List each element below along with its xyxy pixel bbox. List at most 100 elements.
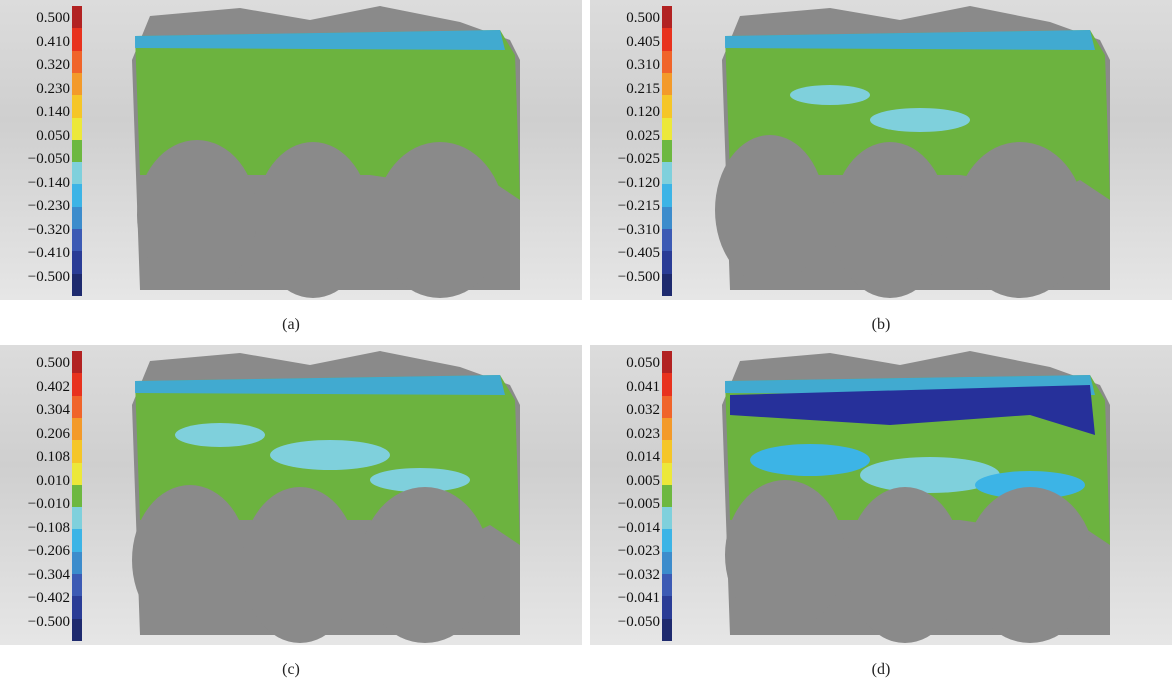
scale-segment: [72, 417, 82, 441]
scale-segment: [662, 440, 672, 464]
scale-segment: [662, 273, 672, 297]
panel-c: 0.500 0.402 0.304 0.206 0.108 0.010 −0.010 −0.1…: [0, 345, 582, 678]
scale-tick-label: 0.108: [36, 449, 70, 465]
scale-segment: [72, 251, 82, 275]
color-scale: 0.050 0.041 0.032 0.023 0.014 0.005 −0.005 −0.0…: [590, 351, 672, 643]
scale-segment: [662, 484, 672, 508]
deviation-map-c: [132, 351, 520, 643]
scale-tick-label: −0.500: [27, 268, 70, 285]
scale-tick-label: 0.215: [626, 80, 660, 97]
caption-b: (b): [871, 316, 891, 333]
scale-tick-label: 0.014: [626, 449, 660, 465]
scale-segment: [72, 206, 82, 230]
scale-segment: [72, 28, 82, 52]
scale-segment: [662, 351, 672, 374]
caption-d: (d): [871, 661, 891, 678]
scale-tick-label: −0.014: [617, 519, 660, 536]
scale-segment: [662, 596, 672, 620]
deviation-map-a: [132, 6, 520, 298]
scale-tick-label: 0.304: [36, 402, 70, 418]
scale-segment: [72, 596, 82, 620]
scale-segment: [72, 95, 82, 119]
scale-segment: [72, 507, 82, 530]
scale-tick-label: 0.050: [36, 127, 70, 144]
scale-segment: [72, 551, 82, 575]
scale-tick-label: 0.032: [626, 402, 660, 418]
scale-segment: [72, 162, 82, 185]
scale-tick-label: −0.032: [617, 566, 660, 583]
scale-tick-label: 0.402: [36, 378, 70, 395]
scale-tick-label: 0.320: [36, 57, 70, 73]
scale-segment: [72, 50, 82, 74]
scale-tick-label: −0.005: [617, 496, 660, 512]
scale-segment: [72, 273, 82, 297]
deviation-map-d: [722, 351, 1110, 643]
panel-d: 0.050 0.041 0.032 0.023 0.014 0.005 −0.005 −0.0…: [590, 345, 1172, 678]
color-scale: 0.500 0.405 0.310 0.215 0.120 0.025 −0.025 −0.1…: [590, 6, 672, 298]
scale-tick-label: 0.310: [626, 57, 660, 73]
scale-tick-label: −0.120: [617, 174, 660, 191]
scale-segment: [662, 507, 672, 530]
scale-tick-label: 0.500: [36, 10, 70, 26]
scale-segment: [662, 72, 672, 96]
scale-segment: [662, 139, 672, 163]
scale-tick-label: −0.025: [617, 151, 660, 167]
scale-segment: [72, 72, 82, 96]
scale-segment: [662, 529, 672, 553]
scale-tick-label: 0.041: [626, 378, 660, 395]
scale-segment: [72, 462, 82, 486]
scale-segment: [662, 417, 672, 441]
scale-segment: [72, 440, 82, 464]
scale-tick-label: −0.500: [27, 613, 70, 630]
scale-tick-label: 0.140: [36, 104, 70, 120]
scale-tick-label: 0.206: [36, 425, 70, 442]
caption-c: (c): [282, 661, 300, 678]
scale-segment: [72, 618, 82, 642]
scale-segment: [662, 50, 672, 74]
scale-segment: [662, 618, 672, 642]
scale-segment: [72, 6, 82, 29]
scale-segment: [72, 484, 82, 508]
scale-tick-label: 0.050: [626, 355, 660, 371]
scale-tick-label: −0.108: [27, 519, 70, 536]
scale-tick-label: 0.010: [36, 472, 70, 489]
scale-segment: [662, 229, 672, 252]
scale-segment: [72, 395, 82, 419]
scale-segment: [72, 529, 82, 553]
scale-tick-label: 0.025: [626, 127, 660, 144]
scale-tick-label: 0.410: [36, 33, 70, 50]
scale-tick-label: −0.500: [617, 268, 660, 285]
deviation-map-b: [715, 6, 1110, 298]
scale-segment: [662, 373, 672, 397]
scale-segment: [72, 117, 82, 141]
scale-segment: [72, 574, 82, 597]
scale-segment: [662, 28, 672, 52]
scale-segment: [662, 162, 672, 185]
scale-segment: [72, 139, 82, 163]
scale-segment: [662, 206, 672, 230]
scale-tick-label: −0.050: [617, 613, 660, 630]
scale-tick-label: −0.215: [617, 198, 660, 214]
scale-segment: [662, 462, 672, 486]
scale-segment: [662, 117, 672, 141]
scale-tick-label: 0.230: [36, 80, 70, 97]
color-scale: 0.500 0.410 0.320 0.230 0.140 0.050 −0.050 −0.1…: [0, 6, 82, 298]
scale-tick-label: −0.041: [617, 590, 660, 606]
scale-tick-label: 0.005: [626, 472, 660, 489]
scale-tick-label: 0.405: [626, 33, 660, 50]
scale-segment: [662, 251, 672, 275]
scale-tick-label: 0.500: [626, 10, 660, 26]
scale-segment: [662, 551, 672, 575]
scale-segment: [662, 395, 672, 419]
scale-tick-label: −0.405: [617, 245, 660, 261]
scale-tick-label: −0.304: [27, 566, 70, 583]
scale-tick-label: −0.310: [617, 221, 660, 238]
scale-segment: [662, 574, 672, 597]
scale-tick-label: 0.120: [626, 104, 660, 120]
scale-tick-label: −0.206: [27, 543, 70, 559]
caption-a: (a): [282, 316, 300, 333]
scale-tick-label: −0.320: [27, 221, 70, 238]
scale-segment: [72, 373, 82, 397]
scale-segment: [72, 184, 82, 208]
scale-tick-label: −0.230: [27, 198, 70, 214]
